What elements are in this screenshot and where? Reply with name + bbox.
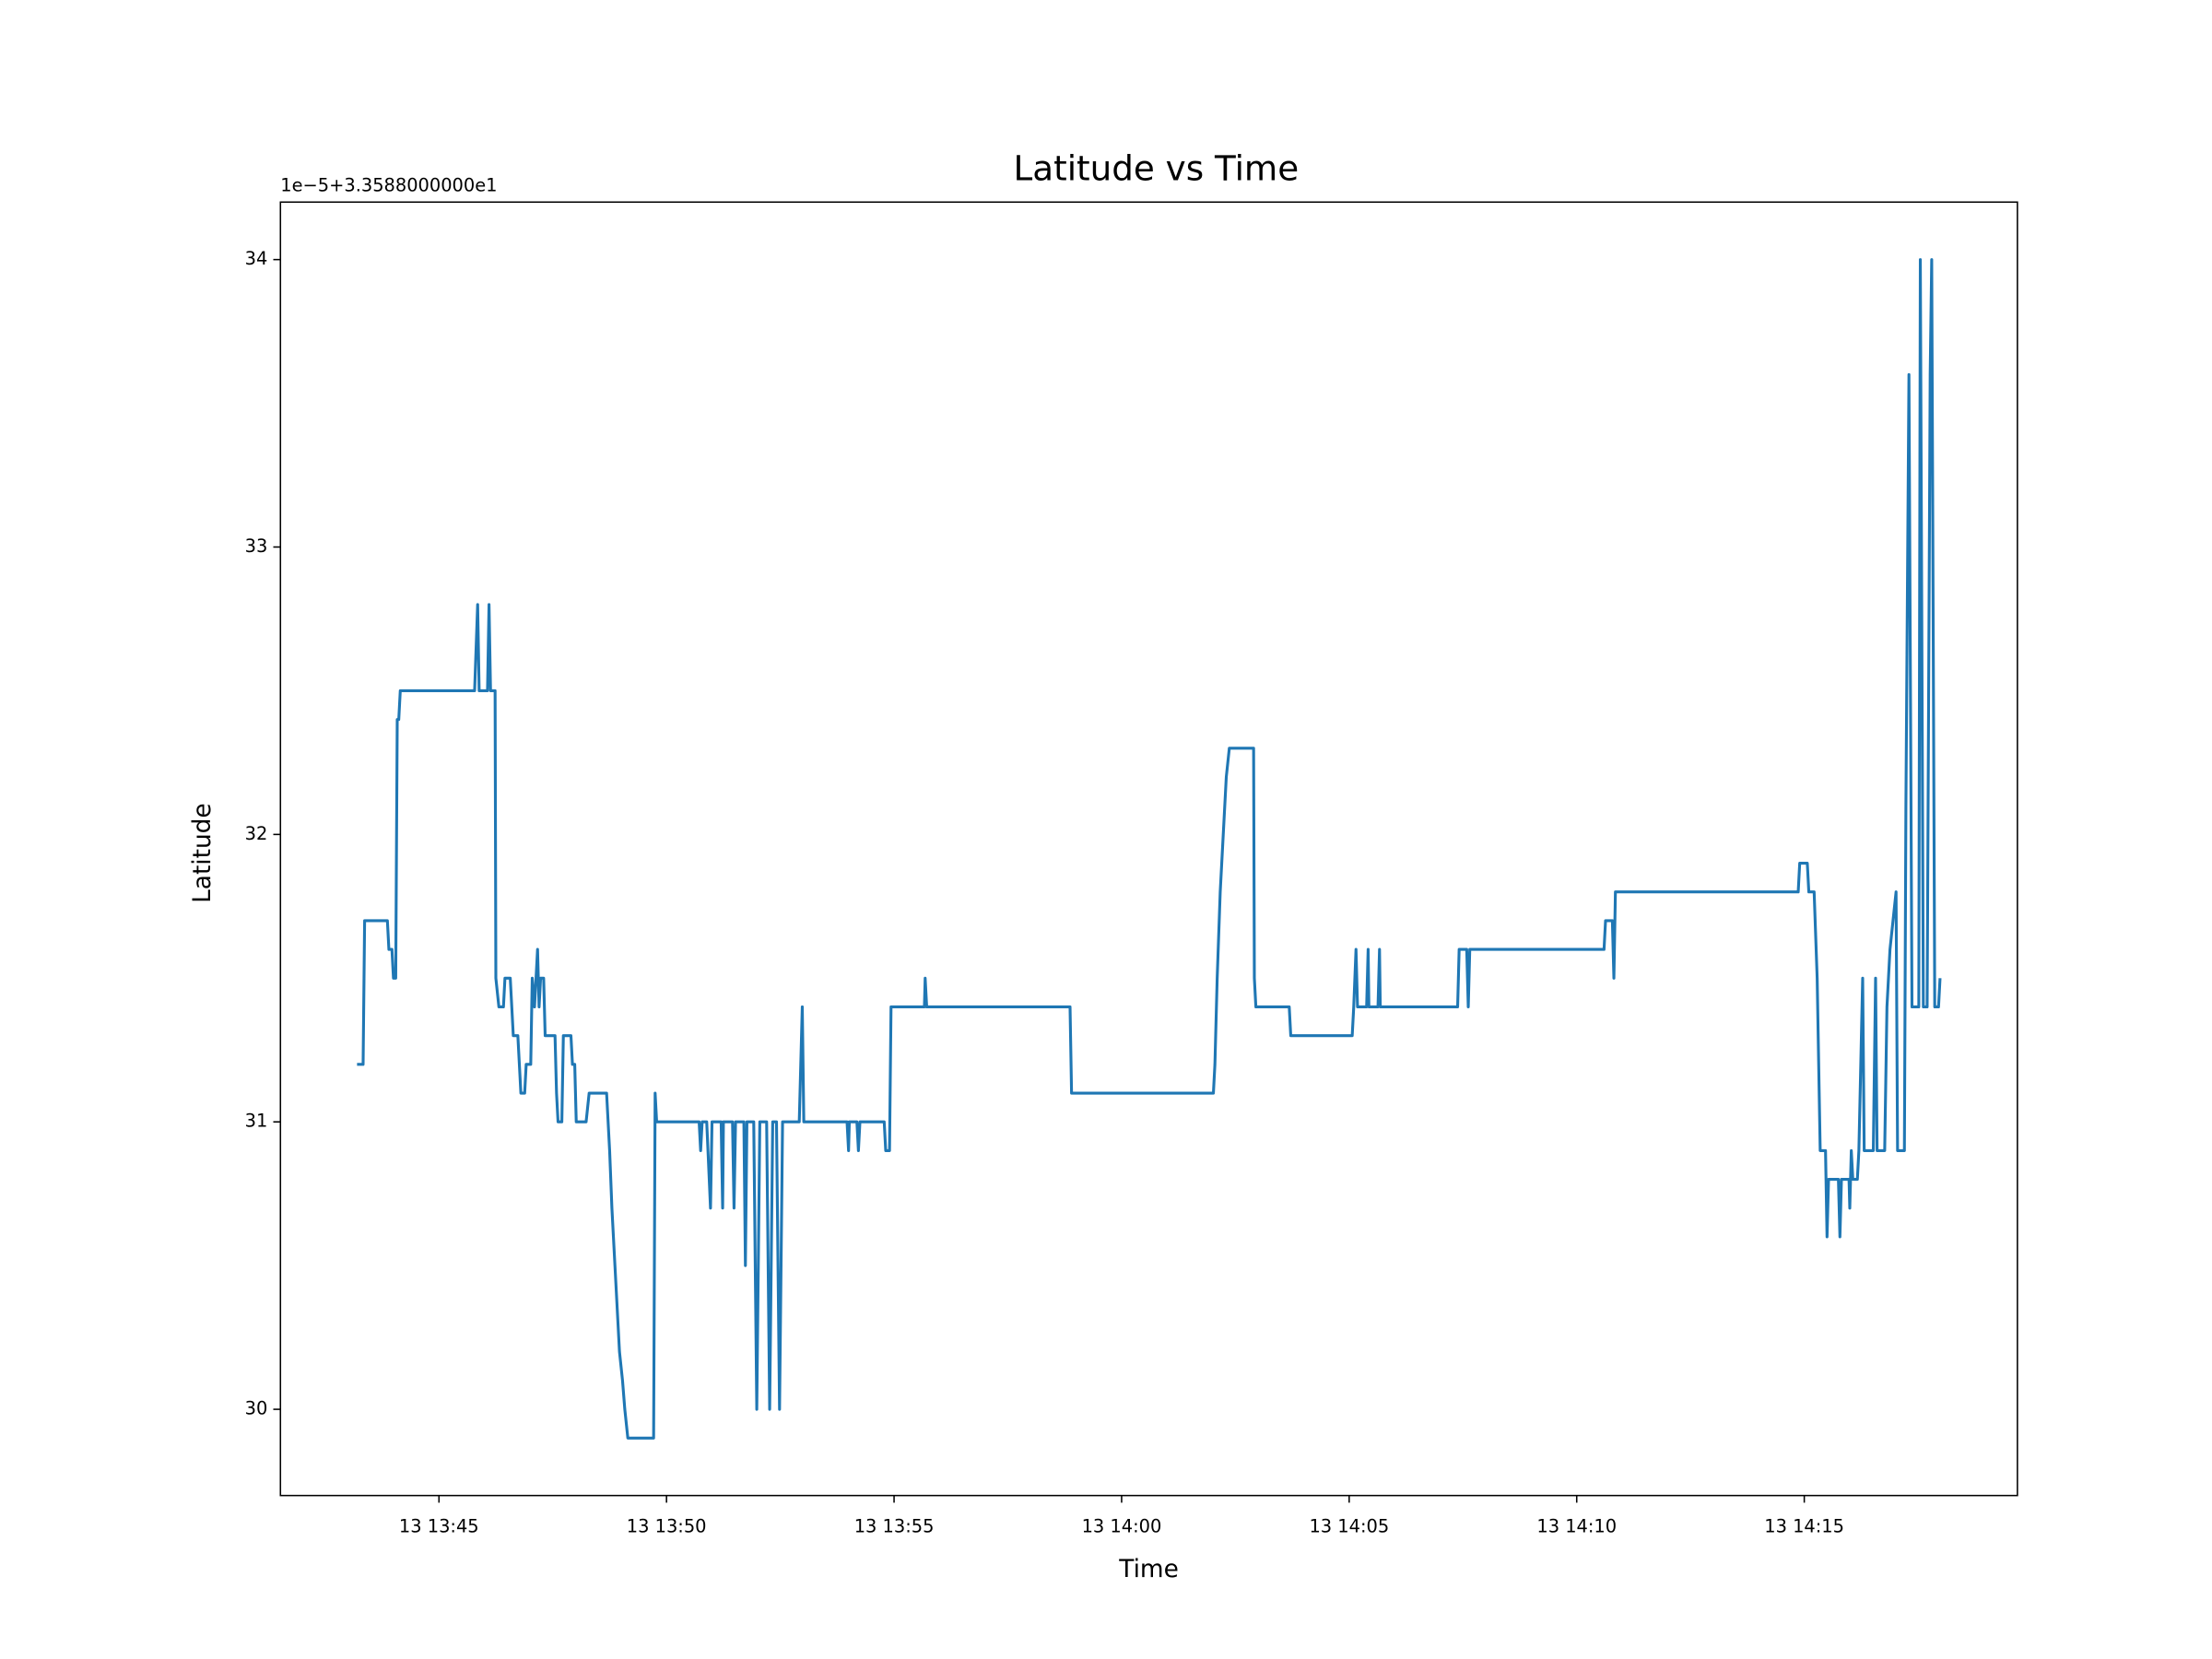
- x-tick-label: 13 13:55: [854, 1515, 935, 1536]
- y-tick-label: 32: [245, 823, 268, 844]
- offset-text: 1e−5+3.3588000000e1: [280, 175, 497, 196]
- plot-frame: [279, 201, 2018, 1497]
- x-axis-label: Time: [1118, 1556, 1179, 1583]
- x-tick-label: 13 14:00: [1082, 1515, 1162, 1536]
- x-tick-label: 13 14:10: [1536, 1515, 1617, 1536]
- y-tick-label: 33: [245, 535, 268, 557]
- x-tick-label: 13 13:50: [627, 1515, 707, 1536]
- y-axis-label: Latitude: [189, 803, 217, 903]
- data-line: [357, 258, 1942, 1440]
- x-tick-label: 13 13:45: [399, 1515, 479, 1536]
- y-tick-label: 34: [245, 248, 268, 269]
- y-tick-label: 30: [245, 1398, 268, 1419]
- y-tick-label: 31: [245, 1111, 268, 1132]
- x-tick-label: 13 14:15: [1764, 1515, 1844, 1536]
- x-tick-label: 13 14:05: [1309, 1515, 1389, 1536]
- chart-title: Latitude vs Time: [1014, 148, 1300, 189]
